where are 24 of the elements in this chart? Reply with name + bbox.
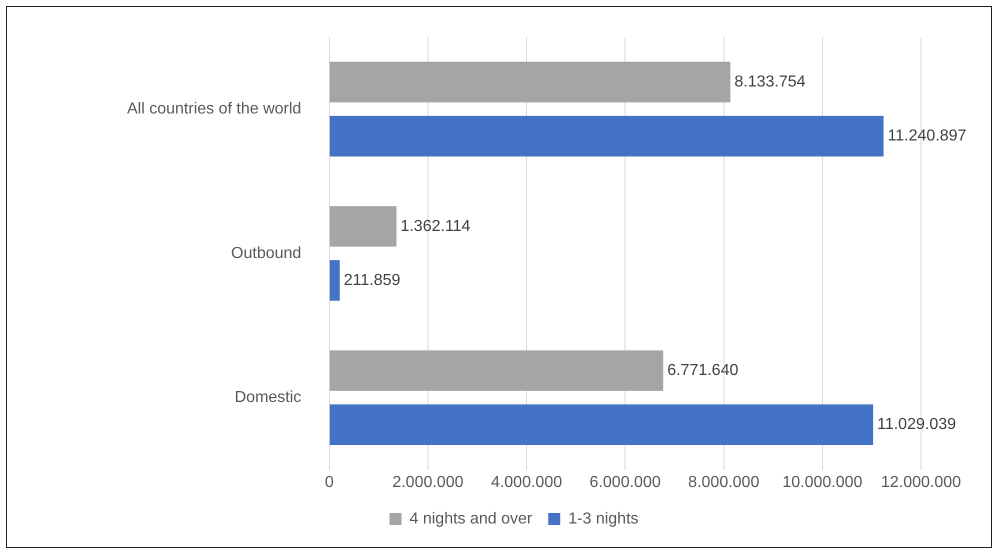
bar <box>330 404 874 446</box>
legend-label: 4 nights and over <box>409 510 533 528</box>
bar <box>330 350 664 391</box>
x-tick-label: 0 <box>324 474 334 491</box>
legend-label: 1-3 nights <box>568 510 639 528</box>
data-label: 6.771.640 <box>667 362 738 380</box>
data-label: 8.133.754 <box>734 73 806 90</box>
bar <box>330 62 730 102</box>
data-label: 211.859 <box>344 272 400 289</box>
data-label: 11.240.897 <box>888 128 967 145</box>
data-label: 1.362.114 <box>400 218 471 235</box>
x-tick-label: 4.000.000 <box>490 474 562 491</box>
bar <box>330 116 884 156</box>
x-tick-label: 6.000.000 <box>590 474 661 491</box>
x-tick-label: 10.000.000 <box>782 474 863 491</box>
x-tick-label: 8.000.000 <box>688 474 760 491</box>
data-label: 11.029.039 <box>877 416 956 434</box>
y-tick-label: Outbound <box>231 244 302 262</box>
bar <box>330 206 396 247</box>
x-tick-label: 2.000.000 <box>392 474 464 491</box>
x-tick-label: 12.000.000 <box>880 474 962 491</box>
y-tick-label: All countries of the world <box>126 100 302 118</box>
bar <box>330 260 340 301</box>
y-tick-label: Domestic <box>234 389 302 406</box>
